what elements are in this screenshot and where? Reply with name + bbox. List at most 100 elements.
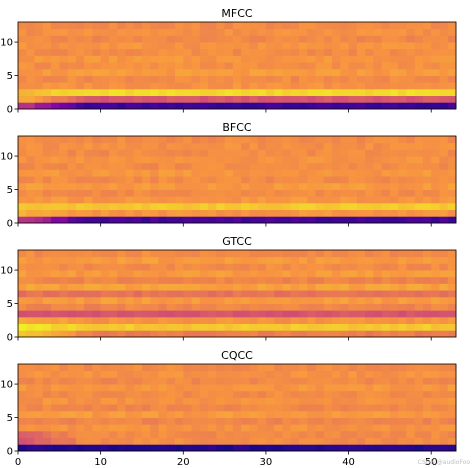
heatmap-cell (75, 384, 85, 392)
heatmap-cell (175, 283, 184, 291)
heatmap-cell (389, 250, 399, 258)
heatmap-cell (224, 22, 234, 30)
heatmap-cell (175, 176, 184, 184)
heatmap-cell (348, 136, 358, 144)
heatmap-cell (290, 149, 300, 157)
heatmap-cell (125, 276, 135, 284)
heatmap-cell (414, 162, 424, 170)
heatmap-cell (348, 48, 358, 56)
heatmap-cell (232, 364, 242, 372)
heatmap-cell (439, 410, 449, 418)
heatmap-cell (356, 169, 366, 177)
heatmap-cell (26, 216, 35, 224)
heatmap-cell (340, 136, 349, 144)
heatmap-cell (67, 283, 77, 291)
heatmap-cell (315, 42, 325, 50)
heatmap-cell (191, 75, 201, 83)
heatmap-cell (51, 136, 60, 144)
heatmap-cell (108, 142, 118, 150)
heatmap-cell (166, 35, 176, 43)
heatmap-cell (125, 283, 135, 291)
heatmap-cell (108, 82, 118, 90)
heatmap-cell (406, 35, 416, 43)
heatmap-cell (175, 136, 184, 144)
heatmap-cell (365, 189, 374, 197)
heatmap-cell (274, 48, 283, 56)
heatmap-cell (216, 136, 226, 144)
heatmap-cell (290, 424, 300, 432)
heatmap-cell (290, 330, 300, 338)
heatmap-cell (191, 102, 201, 110)
heatmap-cell (249, 276, 259, 284)
heatmap-cell (323, 296, 333, 304)
heatmap-cell (307, 196, 316, 204)
heatmap-cell (373, 410, 383, 418)
heatmap-cell (290, 62, 300, 70)
heatmap-cell (108, 156, 118, 164)
heatmap-cell (216, 62, 226, 70)
heatmap-cell (249, 182, 259, 190)
heatmap-cell (265, 169, 275, 177)
heatmap-cell (373, 182, 383, 190)
heatmap-cell (381, 417, 391, 425)
heatmap-cell (67, 424, 77, 432)
heatmap-cell (75, 296, 85, 304)
heatmap-cell (166, 196, 176, 204)
heatmap-cell (422, 283, 432, 291)
heatmap-cell (381, 22, 391, 30)
heatmap-cell (257, 62, 267, 70)
heatmap-cell (108, 290, 118, 298)
heatmap-cell (431, 216, 440, 224)
heatmap-cell (92, 162, 102, 170)
heatmap-cell (249, 149, 259, 157)
heatmap-cell (298, 404, 308, 412)
heatmap-cell (133, 417, 143, 425)
heatmap-cell (26, 397, 35, 405)
heatmap-cell (348, 424, 358, 432)
heatmap-cell (150, 22, 159, 30)
heatmap-cell (59, 390, 68, 398)
heatmap-cell (447, 256, 457, 264)
heatmap-cell (439, 75, 449, 83)
heatmap-cell (373, 22, 383, 30)
heatmap-cell (175, 62, 184, 70)
heatmap-cell (216, 424, 226, 432)
heatmap-cell (356, 430, 366, 439)
heatmap-cell (298, 377, 308, 385)
heatmap-cell (323, 28, 333, 36)
heatmap-cell (133, 75, 143, 83)
heatmap-cell (191, 270, 201, 278)
heatmap-cell (340, 48, 349, 56)
heatmap-cell (398, 437, 407, 445)
heatmap-cell (108, 102, 118, 110)
heatmap-cell (307, 256, 316, 264)
heatmap-cell (59, 22, 68, 30)
heatmap-cell (216, 296, 226, 304)
heatmap-cell (307, 283, 316, 291)
heatmap-cell (373, 263, 383, 271)
heatmap-cell (67, 35, 77, 43)
heatmap-cell (414, 310, 424, 318)
heatmap-cell (298, 62, 308, 70)
heatmap-cell (141, 256, 151, 264)
heatmap-cell (67, 364, 77, 372)
heatmap-cell (108, 209, 118, 217)
heatmap-cell (431, 303, 440, 311)
heatmap-cell (84, 176, 93, 184)
heatmap-cell (389, 189, 399, 197)
heatmap-cell (365, 263, 374, 271)
heatmap-cell (439, 296, 449, 304)
heatmap-cell (447, 75, 457, 83)
heatmap-cell (67, 22, 77, 30)
heatmap-cell (307, 397, 316, 405)
heatmap-cell (224, 216, 234, 224)
heatmap-cell (84, 142, 93, 150)
heatmap-cell (414, 290, 424, 298)
heatmap-cell (150, 370, 159, 378)
heatmap-cell (108, 35, 118, 43)
heatmap-cell (406, 290, 416, 298)
heatmap-cell (356, 424, 366, 432)
heatmap-cell (18, 256, 27, 264)
heatmap-cell (150, 303, 159, 311)
heatmap-cell (389, 303, 399, 311)
